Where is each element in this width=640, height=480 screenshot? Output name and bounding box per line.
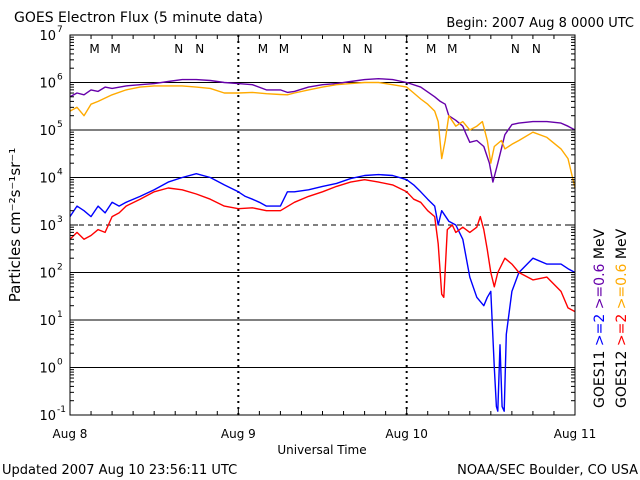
credit-label: NOAA/SEC Boulder, CO USA — [457, 463, 638, 478]
marker-m-5: M — [279, 42, 289, 56]
reference-lines — [70, 82, 575, 368]
marker-m-8: M — [426, 42, 436, 56]
series-group — [69, 77, 576, 412]
y-tick-exponent-0: -1 — [57, 405, 66, 415]
y-tick-exponent-4: 3 — [57, 215, 63, 225]
legend-column-0: GOES11 >=2 >=0.6 MeV — [592, 228, 608, 408]
series-line-1 — [69, 81, 576, 189]
x-tick-label-1: Aug 9 — [221, 427, 256, 441]
marker-m-1: M — [110, 42, 120, 56]
marker-n-10: N — [511, 42, 520, 56]
marker-n-11: N — [532, 42, 541, 56]
series-line-3 — [69, 178, 576, 313]
marker-m-0: M — [89, 42, 99, 56]
marker-m-4: M — [258, 42, 268, 56]
legend-entry: >=2 — [592, 314, 608, 351]
y-tick-label-5: 10 — [39, 172, 56, 187]
y-tick-label-4: 10 — [39, 219, 56, 234]
y-tick-exponent-8: 7 — [57, 25, 63, 35]
legend-text-1: GOES12 >=2 >=0.6 MeV — [614, 228, 630, 408]
y-tick-exponent-6: 5 — [57, 120, 63, 130]
y-tick-exponent-1: 0 — [57, 358, 63, 368]
y-tick-exponent-3: 2 — [57, 263, 63, 273]
x-axis-ticks: Aug 8 Aug 9 Aug 10 Aug 11 — [53, 35, 597, 441]
y-tick-label-6: 10 — [39, 124, 56, 139]
y-tick-label-8: 10 — [39, 29, 56, 44]
marker-m-9: M — [447, 42, 457, 56]
x-tick-label-2: Aug 10 — [385, 427, 428, 441]
legend-entry: MeV — [614, 228, 630, 263]
y-tick-exponent-7: 6 — [57, 73, 63, 83]
legend-entry: MeV — [592, 228, 608, 263]
legend-column-1: GOES12 >=2 >=0.6 MeV — [614, 228, 630, 408]
marker-n-3: N — [195, 42, 204, 56]
marker-n-6: N — [343, 42, 352, 56]
y-tick-label-3: 10 — [39, 267, 56, 282]
y-tick-label-7: 10 — [39, 77, 56, 92]
y-tick-exponent-2: 1 — [57, 310, 63, 320]
legend-text-0: GOES11 >=2 >=0.6 MeV — [592, 228, 608, 408]
y-axis-label: Particles cm⁻²s⁻¹sr⁻¹ — [6, 148, 24, 302]
legend-entry: >=0.6 — [592, 263, 608, 313]
series-line-2 — [69, 172, 576, 412]
legend-satellite-label: GOES11 — [592, 351, 608, 408]
x-tick-label-0: Aug 8 — [53, 427, 88, 441]
chart-title: GOES Electron Flux (5 minute data) — [14, 10, 263, 26]
series-line-0 — [69, 77, 576, 183]
begin-time-label: Begin: 2007 Aug 8 0000 UTC — [446, 16, 634, 31]
marker-n-7: N — [364, 42, 373, 56]
legend-satellite-label: GOES12 — [614, 351, 630, 408]
x-axis-label: Universal Time — [277, 443, 366, 457]
y-tick-label-2: 10 — [39, 314, 56, 329]
y-tick-label-0: 10 — [39, 409, 56, 424]
updated-timestamp: Updated 2007 Aug 10 23:56:11 UTC — [2, 463, 237, 478]
y-tick-exponent-5: 4 — [57, 168, 63, 178]
legend-entry: >=2 — [614, 314, 630, 351]
y-tick-label-1: 10 — [39, 362, 56, 377]
legend-entry: >=0.6 — [614, 263, 630, 313]
marker-n-2: N — [174, 42, 183, 56]
x-tick-label-3: Aug 11 — [554, 427, 597, 441]
